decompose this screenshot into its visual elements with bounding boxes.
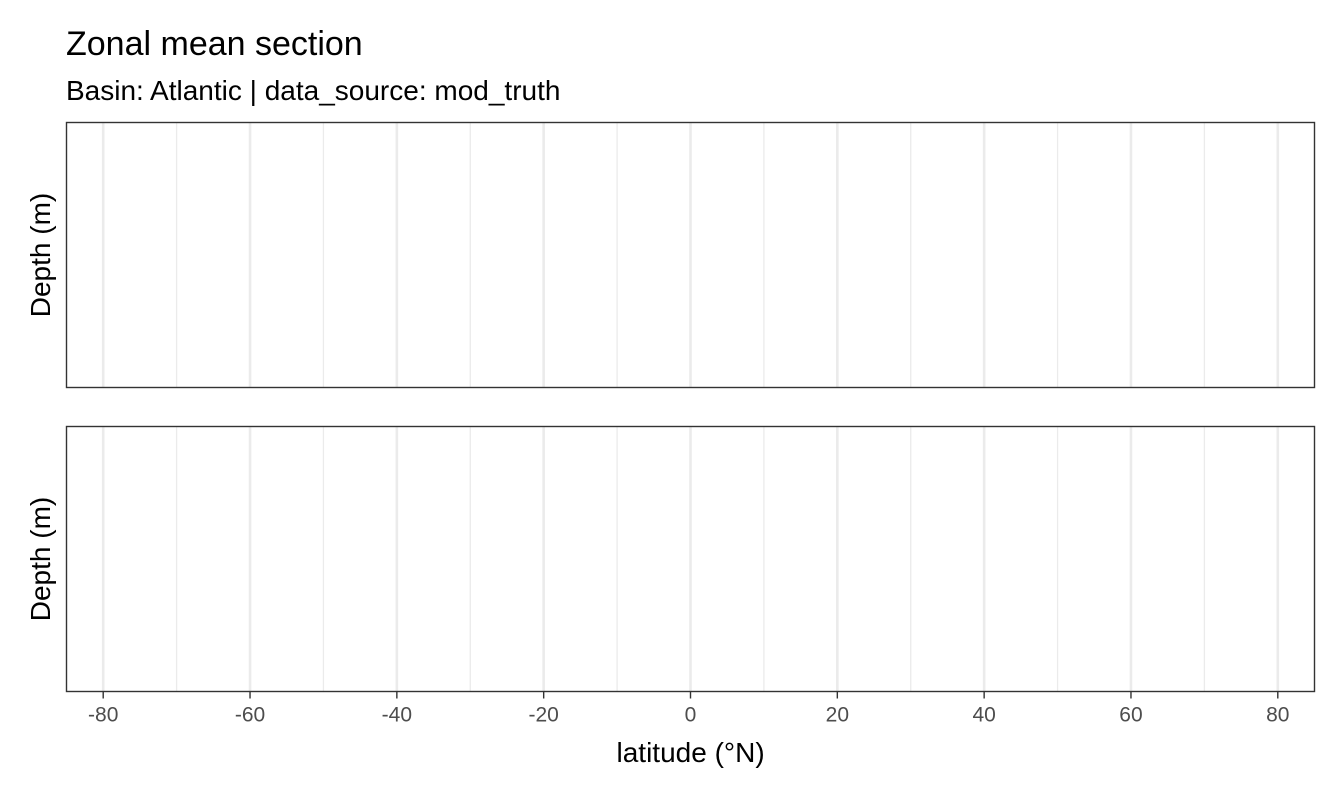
x-tick-label: 40: [972, 704, 995, 727]
y-axis-title: Depth (m): [25, 193, 56, 317]
panel-border: [65, 121, 1316, 389]
x-tick-label: -60: [235, 704, 265, 727]
x-tick-label: -40: [382, 704, 412, 727]
x-tick-label: 0: [685, 704, 697, 727]
chart-subtitle: Basin: Atlantic | data_source: mod_truth: [66, 75, 560, 106]
x-tick-label: 60: [1119, 704, 1142, 727]
x-tick-label: -80: [88, 704, 118, 727]
panel-2: Depth (m): [25, 425, 1316, 693]
x-axis: -80 -60 -40 -20 0 20 40 60 80: [88, 691, 1289, 727]
chart-title: Zonal mean section: [66, 25, 363, 63]
y-axis-title: Depth (m): [25, 497, 56, 621]
panels-layer: Depth (m) Depth (m): [25, 121, 1316, 693]
x-tick-label: -20: [528, 704, 558, 727]
x-axis-title: latitude (°N): [617, 737, 765, 768]
panel-1: Depth (m): [25, 121, 1316, 389]
x-tick-label: 20: [826, 704, 849, 727]
x-tick-label: 80: [1266, 704, 1289, 727]
